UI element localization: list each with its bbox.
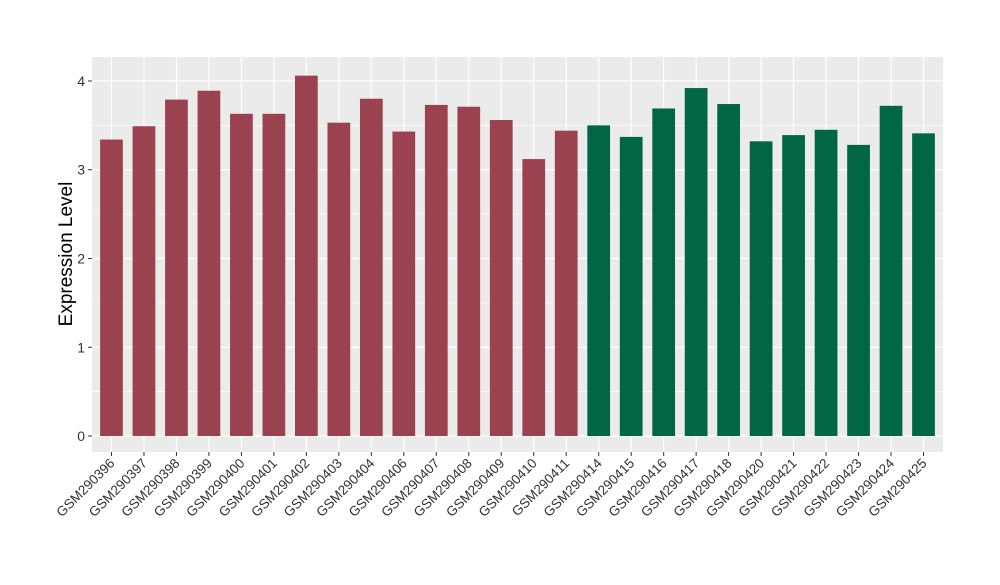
y-axis: 0 1 2 3 4 [77,73,92,444]
bar [522,159,546,437]
bar [392,131,416,437]
bar [230,113,253,437]
y-tick-label: 4 [77,73,85,89]
bar [554,130,578,437]
bar [912,133,935,437]
bar [587,125,611,437]
bar [295,75,318,437]
bar [359,98,383,437]
bar [652,108,676,437]
y-tick-label: 0 [77,428,85,444]
bar [782,135,805,437]
bar [132,126,156,437]
x-axis: GSM290396GSM290397GSM290398GSM290399GSM2… [53,452,930,520]
bar [684,88,708,437]
bar [262,113,286,437]
bar [814,129,838,437]
bar [327,122,351,437]
bar [165,99,188,437]
bar [717,104,740,437]
bar [879,105,903,437]
bar [457,106,481,437]
bar [749,141,773,437]
bar [619,136,643,437]
bar [197,90,221,437]
bars [100,75,935,437]
bar [424,104,448,437]
y-tick-label: 2 [77,250,85,266]
y-tick-label: 1 [77,339,85,355]
bar [847,144,870,437]
bar [489,120,513,437]
bar [100,139,123,437]
y-axis-title: Expression Level [56,182,77,327]
y-tick-label: 3 [77,162,85,178]
